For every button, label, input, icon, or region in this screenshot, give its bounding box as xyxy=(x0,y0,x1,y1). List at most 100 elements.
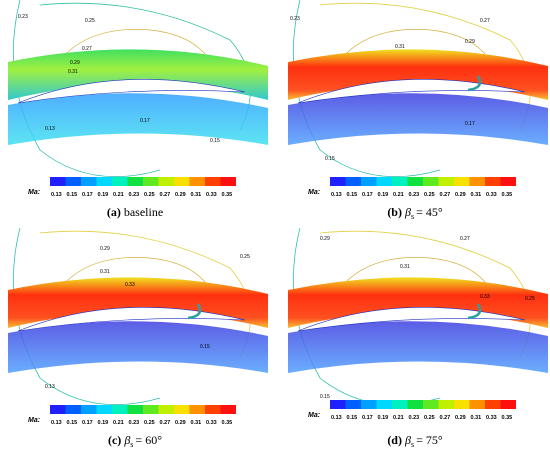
caption-label: (d) xyxy=(387,433,402,447)
colorbar-cell xyxy=(50,405,66,414)
colorbar-cell xyxy=(407,177,423,186)
colorbar-tick-label: 0.35 xyxy=(502,415,513,421)
colorbar-title: Ma: xyxy=(28,417,40,424)
colorbar-tick-label: 0.29 xyxy=(175,192,186,198)
colorbar-cell xyxy=(485,177,501,186)
colorbar-cell xyxy=(189,405,205,414)
colorbar-cell xyxy=(112,177,128,186)
colorbar-tick-label: 0.23 xyxy=(409,415,420,421)
colorbar-tick-label: 0.33 xyxy=(206,420,217,426)
colorbar-cell xyxy=(96,177,112,186)
contour-label: 0.27 xyxy=(480,18,490,24)
colorbar-cell xyxy=(392,177,408,186)
colorbar-tick-label: 0.31 xyxy=(191,420,202,426)
contour-label: 0.31 xyxy=(400,264,410,270)
colorbar-tick-label: 0.21 xyxy=(113,420,124,426)
colorbar-tick-label: 0.33 xyxy=(486,415,497,421)
colorbar-cell xyxy=(469,177,485,186)
contour-label: 0.29 xyxy=(320,236,330,242)
colorbar-cell xyxy=(205,405,221,414)
colorbar-cell xyxy=(407,400,423,409)
colorbar-cell xyxy=(361,400,377,409)
panel: 0.29 0.31 0.33 0.25 0.13 0.15 Ma: 0.13 0.15 0.17 0… xyxy=(8,227,268,449)
colorbar-cell xyxy=(127,405,143,414)
colorbar-tick-label: 0.19 xyxy=(378,192,389,198)
colorbar-tick-label: 0.35 xyxy=(502,192,513,198)
caption-symbol: β xyxy=(123,433,130,447)
colorbar-tick-label: 0.19 xyxy=(98,420,109,426)
caption: (c) βs = 60° xyxy=(108,433,162,449)
contour-label: 0.13 xyxy=(45,126,55,132)
contour xyxy=(12,0,161,178)
colorbar-tick-label: 0.19 xyxy=(378,415,389,421)
contour-label: 0.15 xyxy=(200,344,210,350)
blade-gap xyxy=(297,79,526,104)
colorbar-tick-label: 0.15 xyxy=(347,415,358,421)
caption-subscript: s xyxy=(411,440,414,449)
colorbar-tick-label: 0.35 xyxy=(222,192,233,198)
colorbar-tick-label: 0.25 xyxy=(144,192,155,198)
contour-label: 0.27 xyxy=(460,236,470,242)
colorbar-cell xyxy=(376,177,392,186)
caption-label: (a) xyxy=(107,205,121,219)
contour-label: 0.17 xyxy=(140,118,150,124)
colorbar-tick-label: 0.29 xyxy=(455,415,466,421)
lower-flow-band xyxy=(288,93,548,145)
lower-flow-band xyxy=(8,93,268,145)
contour xyxy=(12,227,161,406)
panel: 0.29 0.27 0.31 0.33 0.25 0.15 Ma: 0.13 0.15 0.17 0… xyxy=(288,227,548,449)
colorbar-cell xyxy=(438,177,454,186)
colorbar-cell xyxy=(143,177,159,186)
colorbar-cell xyxy=(500,177,516,186)
slot xyxy=(187,303,202,320)
colorbar-cell xyxy=(500,400,516,409)
colorbar-tick-label: 0.15 xyxy=(347,192,358,198)
caption-text: = 75° xyxy=(416,433,443,447)
contour xyxy=(59,257,216,299)
colorbar-cell xyxy=(392,400,408,409)
contour xyxy=(59,29,216,71)
colorbar-cell xyxy=(65,405,81,414)
colorbar-tick-label: 0.23 xyxy=(129,420,140,426)
colorbar-tick-label: 0.31 xyxy=(191,192,202,198)
caption-text: baseline xyxy=(124,205,163,219)
colorbar-tick-label: 0.25 xyxy=(424,192,435,198)
colorbar-cell xyxy=(330,400,346,409)
colorbar-cell xyxy=(112,405,128,414)
contour xyxy=(339,29,496,71)
contour-label: 0.29 xyxy=(100,246,110,252)
lower-flow-band xyxy=(8,321,268,373)
contour-label: 0.29 xyxy=(70,60,80,66)
colorbar-tick-label: 0.35 xyxy=(222,420,233,426)
colorbar-tick-label: 0.25 xyxy=(424,415,435,421)
colorbar-cell xyxy=(81,177,97,186)
colorbar-title: Ma: xyxy=(308,412,320,419)
colorbar-tick-label: 0.33 xyxy=(486,192,497,198)
caption-label: (c) xyxy=(108,433,121,447)
upper-flow-band xyxy=(8,49,268,100)
panel: 0.23 0.27 0.29 0.31 0.15 0.17 Ma: 0.13 0.15 0.17 0… xyxy=(288,0,548,221)
contour-label: 0.25 xyxy=(85,18,95,24)
colorbar-tick-label: 0.27 xyxy=(160,192,171,198)
colorbar-cell xyxy=(143,405,159,414)
colorbar-tick-label: 0.27 xyxy=(440,192,451,198)
colorbar-cell xyxy=(158,177,174,186)
colorbar-cell xyxy=(485,400,501,409)
upper-flow-band xyxy=(288,49,548,100)
colorbar-tick-label: 0.25 xyxy=(144,420,155,426)
slot xyxy=(467,303,482,320)
contour-label: 0.17 xyxy=(465,121,475,127)
colorbar-tick-label: 0.23 xyxy=(129,192,140,198)
caption-symbol: β xyxy=(404,433,411,447)
upper-flow-band xyxy=(288,277,548,328)
slot xyxy=(467,75,482,92)
contour-label: 0.15 xyxy=(210,138,220,144)
contour-label: 0.23 xyxy=(18,14,28,20)
colorbar-cell xyxy=(438,400,454,409)
contour-label: 0.31 xyxy=(100,269,110,275)
colorbar-tick-label: 0.19 xyxy=(98,192,109,198)
colorbar-tick-label: 0.31 xyxy=(471,192,482,198)
colorbar-tick-label: 0.17 xyxy=(362,192,373,198)
colorbar-cell xyxy=(454,177,470,186)
